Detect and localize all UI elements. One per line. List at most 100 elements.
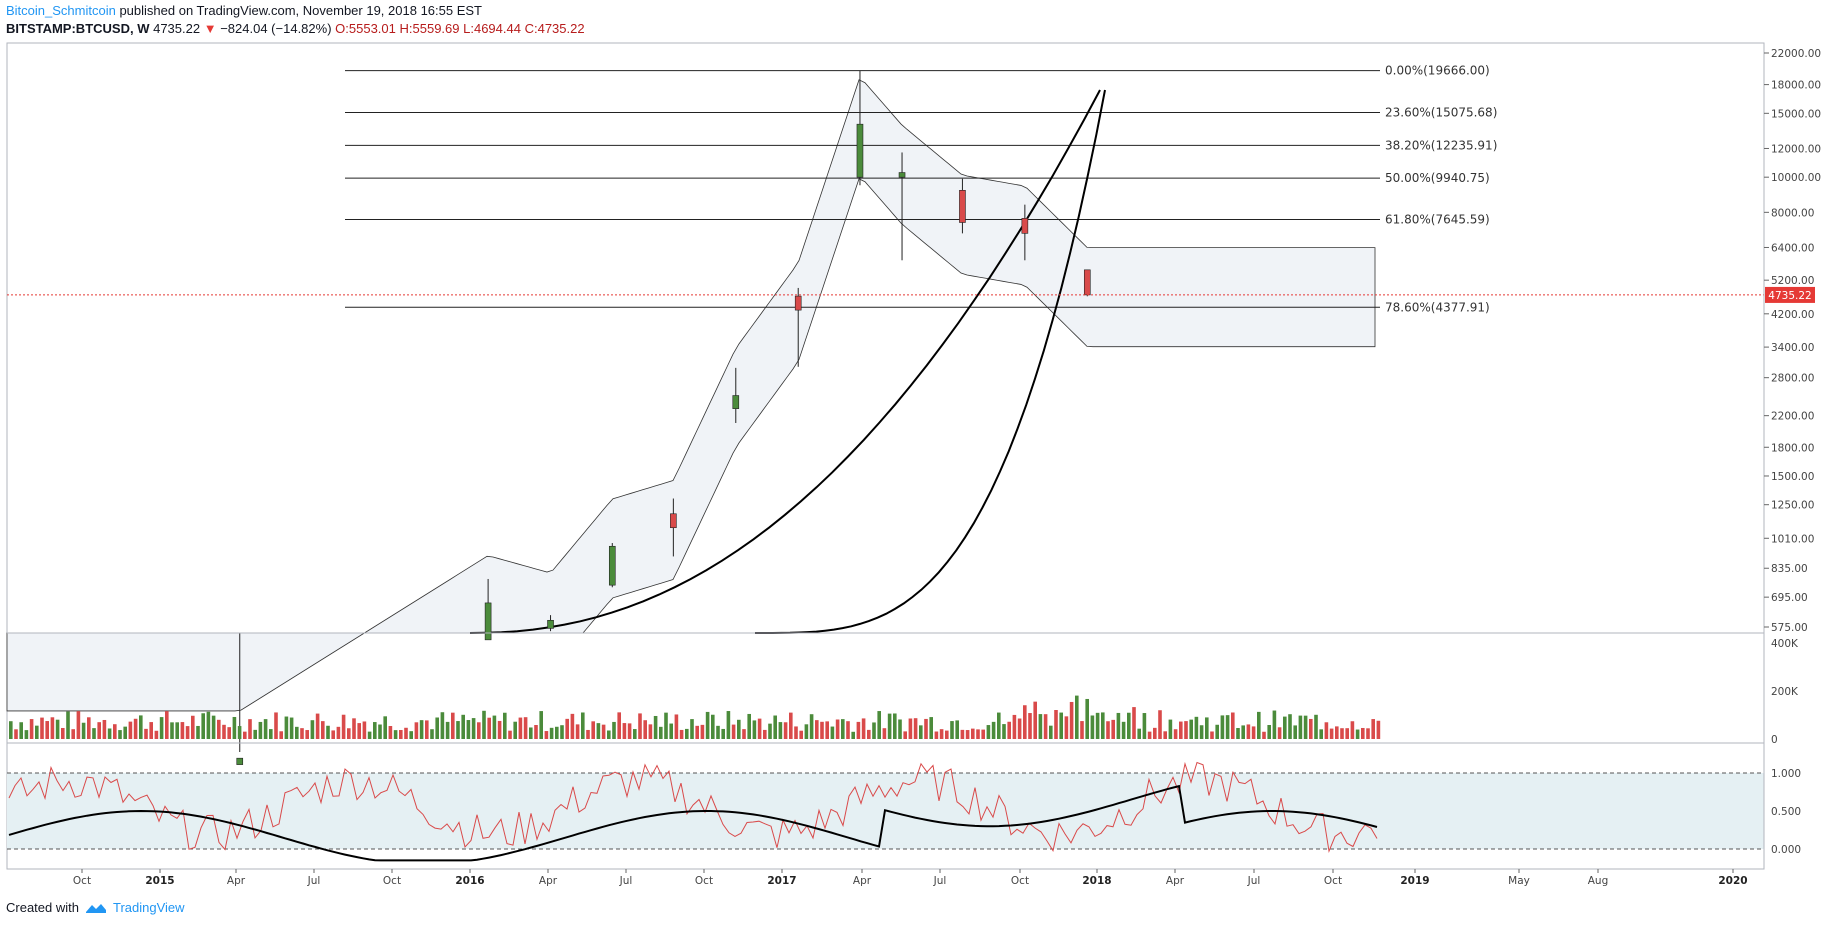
candle-body (1083, 269, 1091, 296)
volume-bar (841, 719, 845, 739)
symbol-label[interactable]: BITSTAMP:BTCUSD, W (6, 21, 150, 36)
volume-bar (383, 716, 387, 739)
published-text: published on TradingView.com, November 1… (119, 3, 482, 18)
volume-bar (518, 717, 523, 739)
volume-bar (1231, 712, 1235, 739)
volume-bar (487, 717, 491, 739)
volume-bar (1257, 711, 1261, 739)
volume-bar (690, 719, 694, 739)
volume-bar (253, 729, 257, 739)
volume-bar (118, 730, 122, 739)
time-axis-label: Apr (227, 875, 246, 887)
volume-bar (1153, 727, 1157, 739)
volume-bar (451, 712, 455, 739)
parabolic-curve-upper (469, 89, 1101, 634)
volume-bar (596, 723, 601, 739)
oscillator-pane[interactable] (7, 761, 1764, 862)
volume-bar (612, 721, 616, 739)
volume-bar (128, 721, 133, 739)
volume-bar (887, 713, 892, 739)
price-axis-tick-label: 1500.00 (1771, 471, 1814, 483)
volume-bar (1043, 714, 1048, 739)
volume-bar (752, 720, 757, 739)
candle-body (608, 545, 616, 586)
volume-bar (258, 721, 263, 739)
volume-bar (643, 720, 647, 739)
volume-bar (664, 712, 668, 739)
time-axis-label: May (1508, 875, 1530, 887)
volume-bar (622, 723, 627, 739)
down-arrow-icon: ▼ (203, 21, 217, 36)
volume-pane[interactable] (9, 695, 1381, 739)
volume-bar (601, 724, 606, 739)
volume-bar (950, 721, 954, 739)
price-axis-tick-label: 1010.00 (1771, 533, 1814, 545)
volume-bar (227, 727, 231, 739)
volume-bar (976, 729, 980, 739)
volume-bar (872, 722, 876, 739)
volume-bar (102, 719, 107, 739)
chart-header: Bitcoin_Schmitcoin published on TradingV… (6, 2, 585, 38)
volume-bar (549, 727, 554, 739)
volume-bar (898, 719, 902, 739)
volume-bar (367, 731, 372, 739)
volume-bar (66, 711, 70, 739)
volume-bar (591, 721, 595, 739)
volume-bar (1101, 712, 1105, 739)
volume-bar (1220, 715, 1225, 739)
volume-bar (716, 725, 720, 739)
tradingview-link[interactable]: TradingView (112, 900, 185, 915)
volume-bar (830, 726, 835, 739)
low-value: L:4694.44 (463, 21, 521, 36)
volume-bar (1142, 713, 1147, 739)
volume-bar (191, 715, 195, 739)
volume-bar (133, 718, 138, 739)
volume-bar (149, 722, 153, 739)
volume-bar (1090, 715, 1095, 739)
fib-level-label: 23.60%(15075.68) (1385, 106, 1497, 120)
price-pane[interactable]: 0.00%(19666.00) 23.60%(15075.68) 38.20%(12… (6, 64, 1764, 765)
volume-bar (1215, 724, 1219, 739)
footer: Created with TradingView (6, 900, 185, 915)
volume-bar (1023, 705, 1027, 739)
volume-bar (1283, 716, 1287, 739)
volume-bar (1189, 719, 1193, 739)
volume-bar (607, 730, 611, 739)
tradingview-logo-icon (85, 903, 106, 913)
volume-bar (1324, 722, 1329, 739)
volume-bar (40, 717, 44, 739)
volume-bar (648, 724, 653, 739)
price-axis-tick-label: 12000.00 (1771, 143, 1821, 155)
volume-bar (300, 728, 304, 739)
volume-bar (913, 718, 918, 739)
volume-bar (1012, 714, 1017, 739)
volume-bar (638, 713, 642, 739)
volume-bar (1205, 717, 1209, 739)
volume-bar (388, 726, 393, 739)
volume-bar (211, 715, 216, 739)
volume-bar (815, 720, 819, 739)
price-axis-tick-label: 575.00 (1771, 622, 1808, 634)
volume-bar (1049, 725, 1053, 739)
volume-bar (139, 715, 143, 739)
volume-bar (924, 718, 928, 739)
volume-bar (409, 731, 413, 739)
volume-bar (165, 711, 169, 739)
time-axis-label: Oct (695, 875, 713, 887)
volume-bar (700, 724, 705, 739)
volume-bar (123, 726, 127, 739)
author-link[interactable]: Bitcoin_Schmitcoin (6, 3, 116, 18)
volume-bar (435, 717, 439, 739)
volume-bar (243, 731, 247, 739)
open-value: O:5553.01 (335, 21, 396, 36)
candle-body (856, 123, 864, 178)
oscillator-axis-tick-label: 0.000 (1771, 844, 1801, 856)
volume-bar (1033, 701, 1037, 739)
fib-level-label: 38.20%(12235.91) (1385, 138, 1497, 152)
volume-bar (539, 711, 543, 739)
time-axis-label: Oct (73, 875, 91, 887)
volume-bar (87, 717, 91, 739)
volume-bar (971, 728, 975, 739)
volume-bar (778, 722, 783, 739)
